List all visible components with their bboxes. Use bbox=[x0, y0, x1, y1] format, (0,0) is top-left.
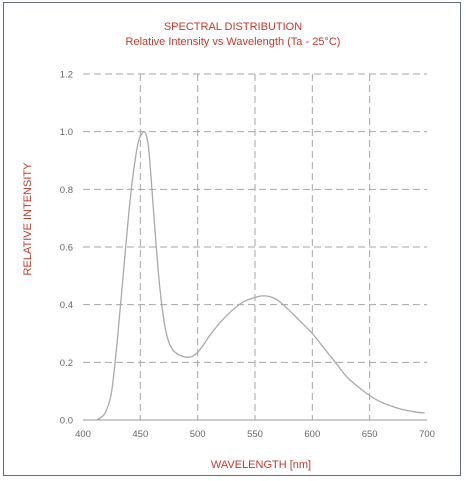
y-tick-label: 0.0 bbox=[60, 416, 73, 427]
tick-labels: 0.0 0.2 0.4 0.6 0.8 1.0 1.2 400 450 500 550 600 650 7… bbox=[60, 70, 435, 441]
y-tick-label: 0.6 bbox=[60, 243, 73, 254]
chart-frame: SPECTRAL DISTRIBUTION Relative Intensity… bbox=[3, 2, 461, 476]
chart-subtitle: Relative Intensity vs Wavelength (Ta - 2… bbox=[126, 36, 341, 48]
y-tick-label: 0.8 bbox=[60, 185, 73, 196]
x-tick-label: 400 bbox=[75, 429, 91, 440]
x-tick-label: 650 bbox=[362, 429, 378, 440]
y-tick-label: 0.2 bbox=[60, 358, 73, 369]
spectral-chart: SPECTRAL DISTRIBUTION Relative Intensity… bbox=[22, 21, 435, 471]
x-axis-title: WAVELENGTH [nm] bbox=[211, 459, 311, 471]
curve-layer bbox=[96, 131, 425, 421]
x-tick-label: 600 bbox=[304, 429, 320, 440]
grid bbox=[83, 73, 427, 421]
y-tick-label: 1.2 bbox=[60, 70, 73, 81]
y-axis-title: RELATIVE INTENSITY bbox=[22, 162, 34, 276]
x-tick-label: 550 bbox=[247, 429, 263, 440]
spectral-curve bbox=[96, 131, 425, 421]
x-tick-label: 700 bbox=[419, 429, 435, 440]
y-tick-label: 0.4 bbox=[60, 300, 73, 311]
chart-title: SPECTRAL DISTRIBUTION bbox=[164, 21, 302, 33]
x-tick-label: 450 bbox=[132, 429, 148, 440]
x-tick-label: 500 bbox=[190, 429, 206, 440]
y-tick-label: 1.0 bbox=[60, 127, 73, 138]
